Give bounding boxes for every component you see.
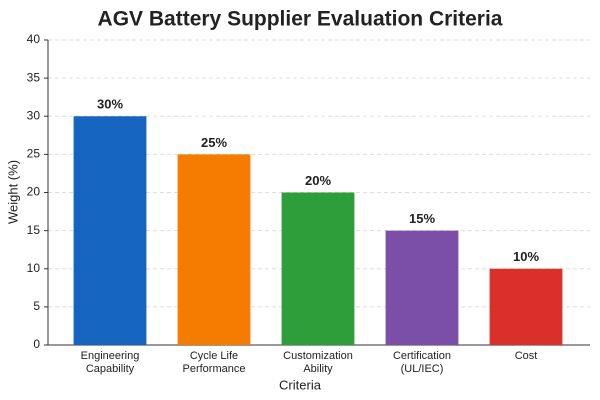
- y-tick-label: 35: [27, 70, 41, 84]
- x-tick-label: Certification (UL/IEC): [392, 350, 452, 375]
- y-axis-label: Weight (%): [5, 160, 20, 224]
- y-tick-label: 5: [33, 299, 40, 313]
- y-tick-label: 40: [27, 32, 41, 46]
- value-label: 15%: [409, 211, 435, 226]
- x-tick-label: Cost: [514, 350, 538, 362]
- y-tick-label: 10: [27, 261, 41, 275]
- x-axis-label: Criteria: [279, 377, 322, 392]
- value-label: 25%: [201, 135, 227, 150]
- y-tick-label: 30: [27, 108, 41, 122]
- value-label: 10%: [513, 249, 539, 264]
- x-tick-label: Customization Ability: [283, 350, 353, 375]
- x-tick-label: Cycle Life Performance: [182, 350, 246, 375]
- bar: [489, 268, 563, 345]
- y-tick-label: 20: [27, 185, 41, 199]
- y-tick-label: 25: [27, 147, 41, 161]
- value-label: 30%: [97, 97, 123, 112]
- bar: [73, 116, 147, 345]
- bar: [281, 192, 355, 345]
- bar: [385, 230, 459, 345]
- bar: [177, 154, 251, 345]
- y-tick-label: 15: [27, 223, 41, 237]
- x-tick-label: Engineering Capability: [80, 350, 140, 375]
- chart-title: AGV Battery Supplier Evaluation Criteria: [98, 8, 503, 31]
- value-label: 20%: [305, 173, 331, 188]
- y-tick-label: 0: [33, 337, 40, 351]
